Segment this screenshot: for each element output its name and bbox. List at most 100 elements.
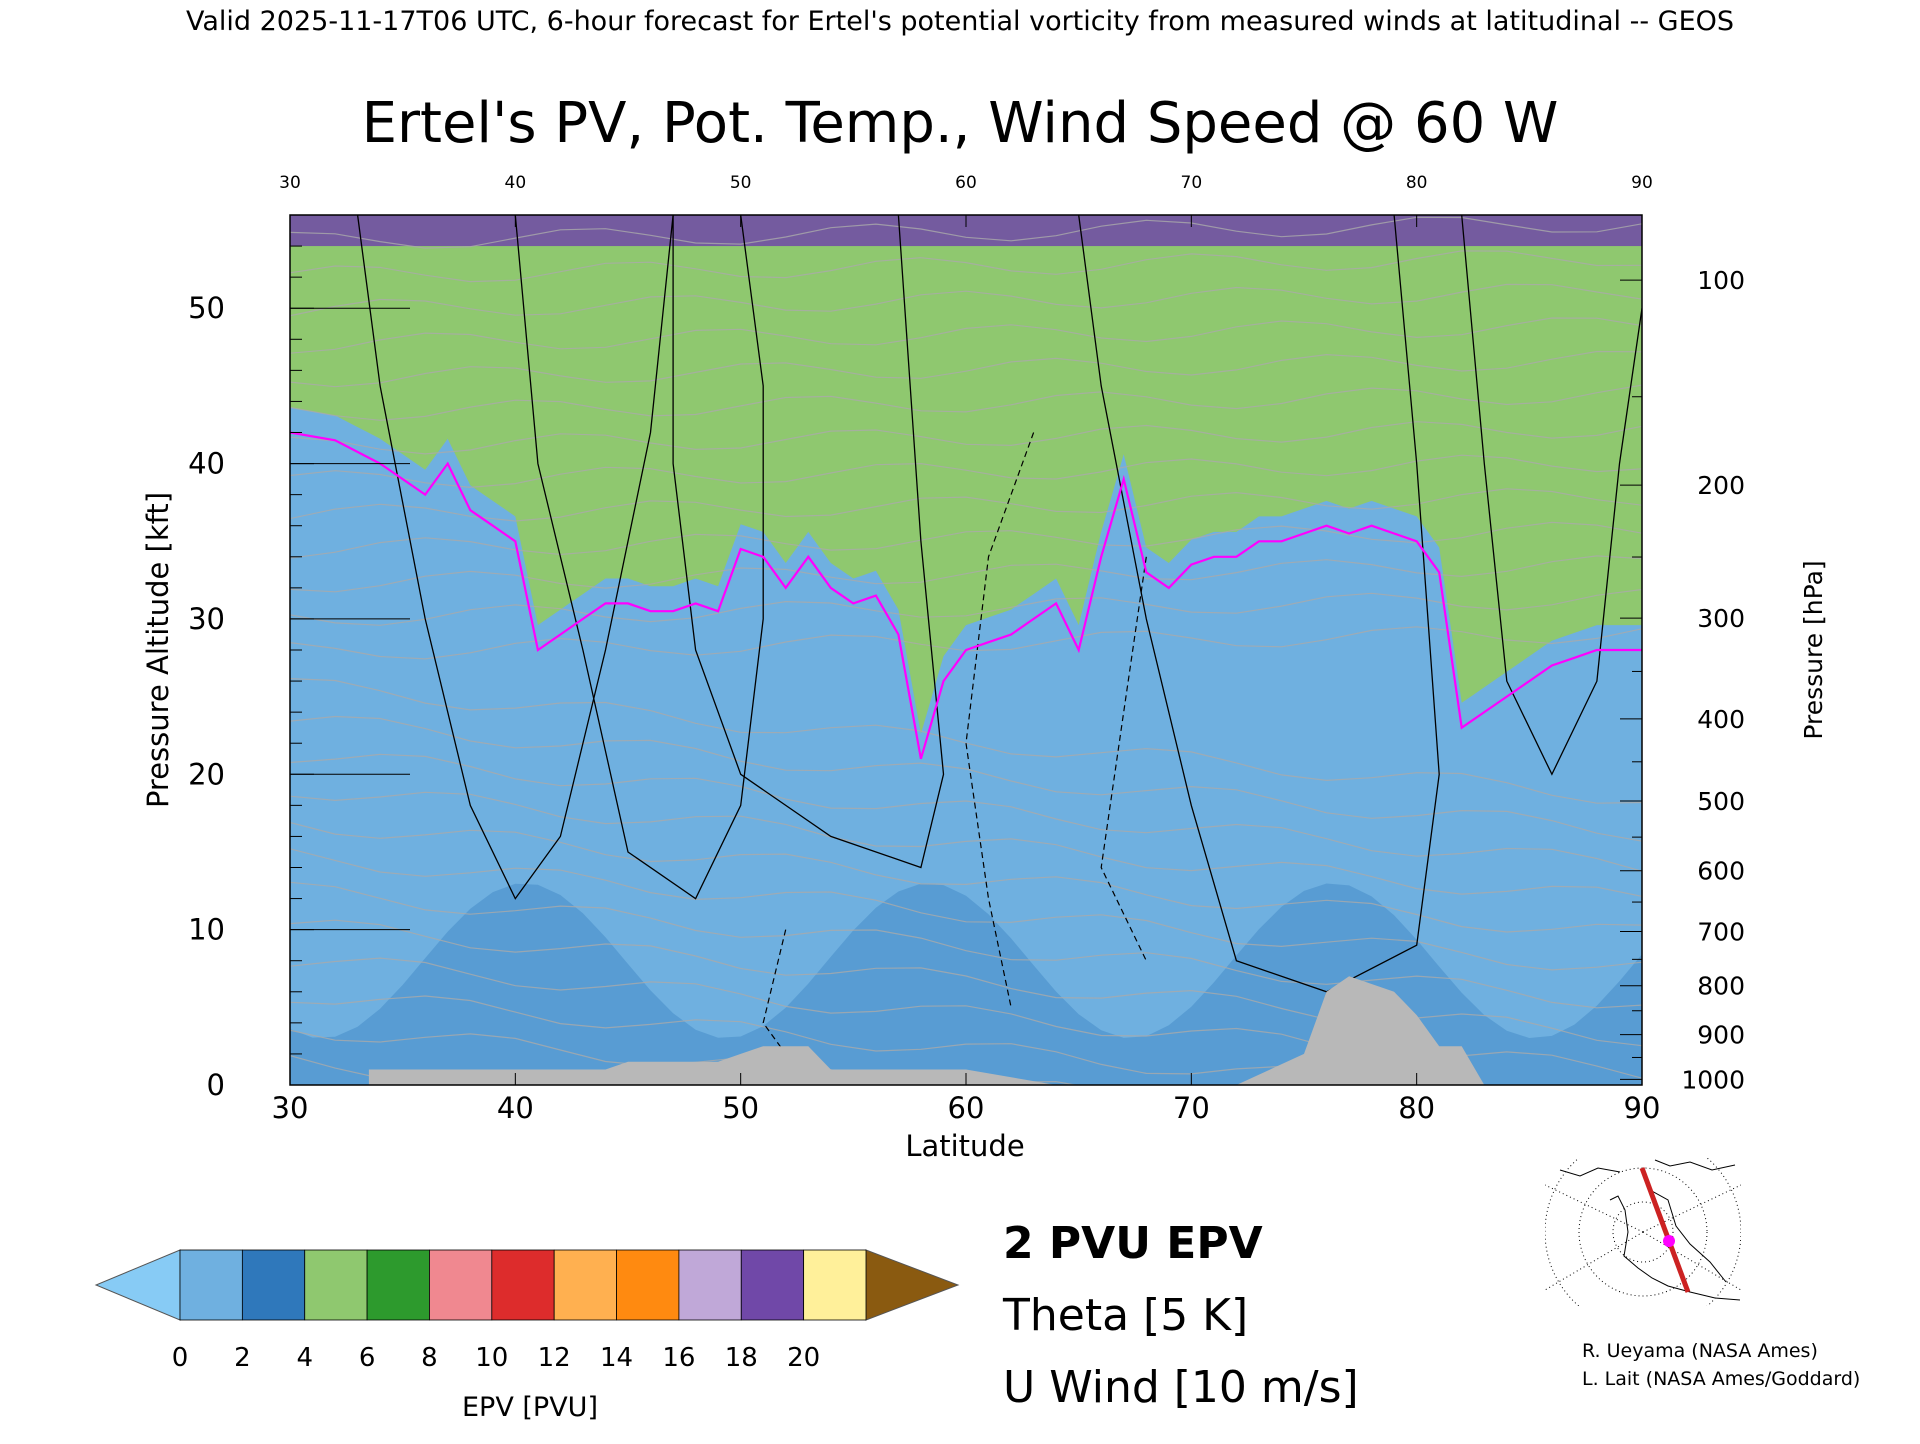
pressure-tick-label: 200 [1697,471,1745,500]
pv-band [290,215,1642,734]
x-tick-label-top: 50 [730,173,752,193]
pressure-tick-label: 800 [1697,972,1745,1001]
pressure-tick-label: 700 [1697,918,1745,947]
x-tick-label-top: 70 [1181,173,1203,193]
theta-contour [290,753,1642,872]
colorbar-segment [803,1249,867,1321]
colorbar-tick-label: 6 [359,1343,376,1373]
y-axis-label-right: Pressure [hPa] [1799,560,1828,739]
colorbar-tick-label: 12 [538,1343,571,1373]
colorbar-tick-label: 0 [172,1343,189,1373]
pv-2pvu-contour [290,431,1642,760]
theta-contour [290,384,1642,421]
map-marker [1663,1235,1675,1247]
legend-uwind: U Wind [10 m/s] [1003,1362,1359,1413]
theta-contour [290,881,1642,1009]
x-tick-label: 50 [722,1091,759,1125]
pressure-tick-label: 600 [1697,857,1745,886]
uwind-contour [672,215,945,869]
colorbar-segment [241,1249,306,1321]
theta-contour [290,555,1642,593]
colorbar-segment [740,1249,805,1321]
map-meridian [1642,1231,1741,1291]
x-tick-label: 60 [948,1091,985,1125]
x-tick-label-top: 40 [505,173,527,193]
map-coastline [1649,1189,1727,1283]
colorbar-tick-label: 8 [421,1343,438,1373]
uwind-contour-negative [965,432,1035,1008]
map-coastline [1654,1159,1736,1171]
colorbar-segment [678,1249,742,1321]
uwind-contour [1461,215,1642,776]
y-tick-label: 10 [188,913,225,947]
legend-pv: 2 PVU EPV [1003,1218,1263,1269]
theta-contour [290,821,1642,933]
uwind-contour-negative [762,929,787,1055]
y-tick-label: 30 [188,602,225,636]
pressure-tick-label: 1000 [1681,1065,1745,1094]
theta-contour [290,791,1642,897]
colorbar-segment [553,1249,617,1321]
map-coastline [1609,1195,1741,1301]
colorbar-over-arrow [865,1249,960,1321]
valid-line: Valid 2025-11-17T06 UTC, 6-hour forecast… [186,6,1734,37]
pressure-tick-label: 900 [1697,1021,1745,1050]
colorbar-tick-label: 14 [600,1343,633,1373]
y-tick-label: 40 [188,447,225,481]
colorbar-segment [366,1249,430,1321]
colorbar-tick-label: 4 [296,1343,313,1373]
x-tick-label-top: 90 [1631,173,1653,193]
colorbar-tick-label: 18 [725,1343,758,1373]
y-tick-label: 50 [188,291,225,325]
y-tick-label: 20 [188,757,225,791]
terrain [368,976,1485,1085]
x-tick-label-top: 30 [279,173,301,193]
x-tick-label: 70 [1173,1091,1210,1125]
troposphere-shade [290,883,1642,1085]
uwind-contour [1078,215,1440,993]
colorbar-segment [429,1249,493,1321]
x-tick-label: 40 [497,1091,534,1125]
y-tick-label: 0 [207,1068,225,1102]
colorbar-segment [179,1249,243,1321]
colorbar: 0 2 4 6 8 10 12 14 16 18 20 [94,1249,960,1373]
credit-line-2: L. Lait (NASA Ames/Goddard) [1582,1368,1861,1390]
x-tick-label: 80 [1398,1091,1435,1125]
theta-contour [290,250,1642,283]
axes: 3030404050506060707080809090010203040501… [188,173,1745,1125]
pressure-tick-label: 400 [1697,705,1745,734]
legend-theta: Theta [5 K] [1002,1290,1248,1341]
colorbar-tick-label: 20 [787,1343,820,1373]
map-section-line [1639,1167,1691,1293]
theta-contour [290,588,1642,626]
theta-contour [290,421,1642,455]
theta-contour [290,1029,1079,1085]
colorbar-tick-label: 2 [234,1343,251,1373]
theta-contour [290,317,1642,354]
y-axis-label-left: Pressure Altitude [kft] [141,492,175,808]
colorbar-tick-label: 16 [662,1343,695,1373]
theta-contour [290,283,1642,317]
locator-map [1545,1158,1741,1306]
x-tick-label-top: 80 [1406,173,1428,193]
x-tick-label: 90 [1624,1091,1661,1125]
x-axis-label: Latitude [905,1129,1024,1163]
colorbar-label: EPV [PVU] [462,1392,598,1423]
chart-title: Ertel's PV, Pot. Temp., Wind Speed @ 60 … [362,91,1559,156]
uwind-contour [514,215,764,900]
map-coastline [1559,1167,1621,1177]
pressure-tick-label: 100 [1697,266,1745,295]
map-graticule [1578,1167,1708,1297]
colorbar-segment [616,1249,680,1321]
plot-area [290,215,1642,1085]
theta-contour [290,678,1642,804]
pressure-tick-label: 500 [1697,787,1745,816]
map-meridian [1545,1231,1644,1291]
theta-contour [290,488,1642,522]
theta-contour [290,715,1642,842]
colorbar-under-arrow [94,1249,181,1321]
uwind-contour-negative [1100,556,1147,961]
credit-line-1: R. Ueyama (NASA Ames) [1582,1340,1818,1362]
